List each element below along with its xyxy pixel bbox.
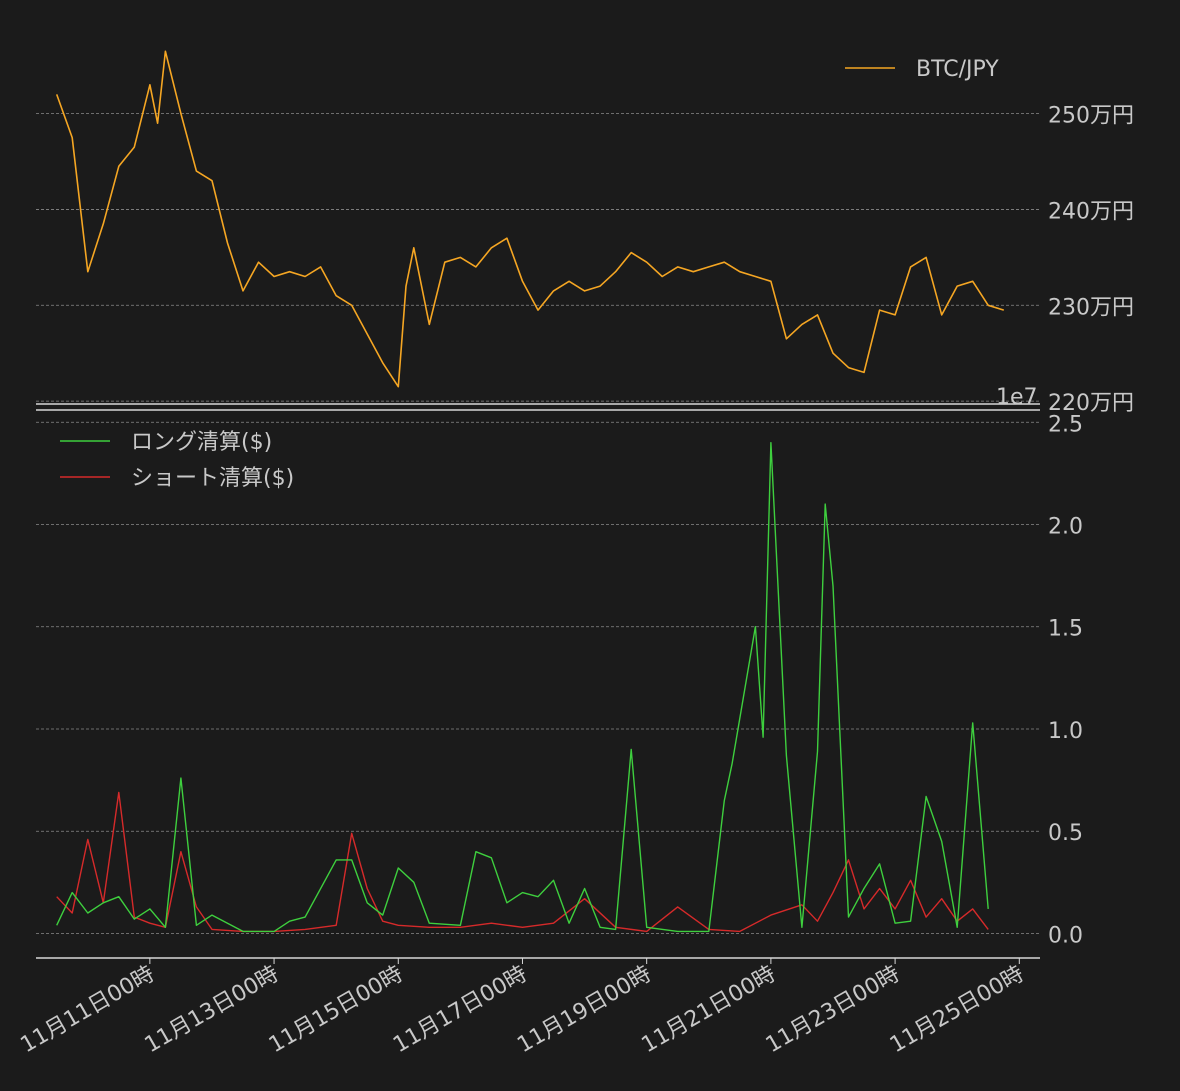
price-panel: 220万円 230万円 240万円 250万円 BTC/JPY: [36, 50, 1134, 417]
liquidation-legend: ロング清算($) ショート清算($): [60, 430, 294, 491]
legend-label-btc: BTC/JPY: [916, 57, 999, 82]
y-offset-label: 1e7: [996, 385, 1038, 410]
legend-label-long: ロング清算($): [131, 430, 272, 455]
price-y-tick-label: 230万円: [1048, 295, 1134, 320]
legend-label-short: ショート清算($): [131, 466, 294, 491]
price-grid: [36, 113, 1040, 402]
price-y-axis: 220万円 230万円 240万円 250万円: [1048, 104, 1134, 417]
price-series: [55, 50, 1005, 388]
liquidation-y-tick-label: 2.5: [1048, 412, 1083, 437]
liquidation-y-tick-label: 1.0: [1048, 719, 1083, 744]
liquidation-y-tick-label: 1.5: [1048, 617, 1083, 642]
liquidation-grid: [36, 421, 1040, 934]
liquidation-y-tick-label: 2.0: [1048, 515, 1083, 540]
price-y-tick-label: 250万円: [1048, 104, 1134, 129]
long-liquidation-line: [56, 442, 989, 933]
price-y-tick-label: 240万円: [1048, 199, 1134, 224]
liquidation-series: [56, 442, 989, 933]
liquidation-y-axis: 0.0 0.5 1.0 1.5 2.0 2.5: [1048, 412, 1083, 948]
price-legend: BTC/JPY: [845, 57, 999, 82]
liquidation-y-tick-label: 0.0: [1048, 923, 1083, 948]
btc-jpy-line: [55, 50, 1005, 388]
short-liquidation-line: [56, 791, 989, 933]
price-y-tick-label: 220万円: [1048, 391, 1134, 416]
liquidation-y-tick-label: 0.5: [1048, 821, 1083, 846]
